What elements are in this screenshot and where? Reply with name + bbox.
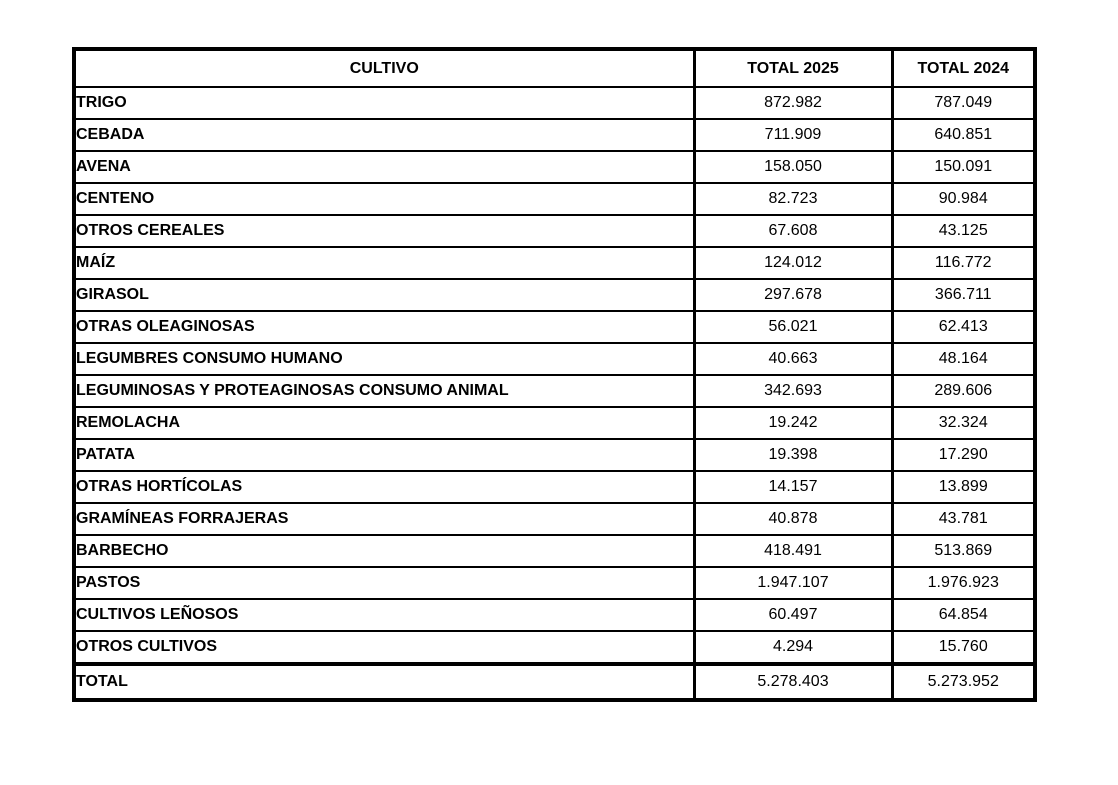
table-row: PASTOS 1.947.107 1.976.923	[72, 566, 1037, 600]
total-2024-cell: 1.976.923	[890, 566, 1037, 600]
column-header-cultivo: CULTIVO	[72, 48, 696, 88]
total-2025-cell: 19.398	[692, 438, 894, 472]
table-row: GRAMÍNEAS FORRAJERAS 40.878 43.781	[72, 502, 1037, 536]
total-2025-cell: 82.723	[692, 182, 894, 216]
total-2024-sum-cell: 5.273.952	[890, 662, 1037, 701]
table-row: OTROS CULTIVOS 4.294 15.760	[72, 630, 1037, 665]
total-2024-cell: 289.606	[890, 374, 1037, 408]
total-2025-cell: 14.157	[692, 470, 894, 504]
header-row: CULTIVO TOTAL 2025 TOTAL 2024	[72, 48, 1037, 88]
crop-name-cell: MAÍZ	[72, 246, 696, 280]
total-2025-cell: 60.497	[692, 598, 894, 632]
column-header-total-2024: TOTAL 2024	[890, 48, 1037, 88]
crop-name-cell: GIRASOL	[72, 278, 696, 312]
crop-name-cell: CULTIVOS LEÑOSOS	[72, 598, 696, 632]
table-row: OTRAS OLEAGINOSAS 56.021 62.413	[72, 310, 1037, 344]
total-2024-cell: 116.772	[890, 246, 1037, 280]
table-header: CULTIVO TOTAL 2025 TOTAL 2024	[72, 48, 1037, 88]
crop-name-cell: TRIGO	[72, 86, 696, 120]
crop-name-cell: REMOLACHA	[72, 406, 696, 440]
total-2025-cell: 40.663	[692, 342, 894, 376]
crop-name-cell: LEGUMBRES CONSUMO HUMANO	[72, 342, 696, 376]
total-2024-cell: 62.413	[890, 310, 1037, 344]
crop-name-cell: CENTENO	[72, 182, 696, 216]
table-row: AVENA 158.050 150.091	[72, 150, 1037, 184]
crop-name-cell: CEBADA	[72, 118, 696, 152]
table-row: PATATA 19.398 17.290	[72, 438, 1037, 472]
crop-name-cell: PATATA	[72, 438, 696, 472]
table-body: TRIGO 872.982 787.049 CEBADA 711.909 640…	[72, 86, 1037, 701]
total-2024-cell: 640.851	[890, 118, 1037, 152]
table-row: REMOLACHA 19.242 32.324	[72, 406, 1037, 440]
total-2024-cell: 787.049	[890, 86, 1037, 120]
total-2025-cell: 1.947.107	[692, 566, 894, 600]
total-2025-cell: 297.678	[692, 278, 894, 312]
total-2024-cell: 366.711	[890, 278, 1037, 312]
total-2025-cell: 872.982	[692, 86, 894, 120]
total-2024-cell: 32.324	[890, 406, 1037, 440]
total-2024-cell: 64.854	[890, 598, 1037, 632]
total-2025-cell: 418.491	[692, 534, 894, 568]
total-2025-cell: 67.608	[692, 214, 894, 248]
total-2025-cell: 56.021	[692, 310, 894, 344]
crop-name-cell: OTROS CEREALES	[72, 214, 696, 248]
total-2024-cell: 90.984	[890, 182, 1037, 216]
column-header-total-2025: TOTAL 2025	[692, 48, 894, 88]
crop-name-cell: LEGUMINOSAS Y PROTEAGINOSAS CONSUMO ANIM…	[72, 374, 696, 408]
crop-name-cell: OTRAS HORTÍCOLAS	[72, 470, 696, 504]
table-row: GIRASOL 297.678 366.711	[72, 278, 1037, 312]
crop-name-cell: OTRAS OLEAGINOSAS	[72, 310, 696, 344]
table-row: OTRAS HORTÍCOLAS 14.157 13.899	[72, 470, 1037, 504]
total-2025-cell: 124.012	[692, 246, 894, 280]
total-label-cell: TOTAL	[72, 662, 696, 701]
total-2024-cell: 13.899	[890, 470, 1037, 504]
table-row: CULTIVOS LEÑOSOS 60.497 64.854	[72, 598, 1037, 632]
table-row: OTROS CEREALES 67.608 43.125	[72, 214, 1037, 248]
total-2024-cell: 150.091	[890, 150, 1037, 184]
table-row: TRIGO 872.982 787.049	[72, 86, 1037, 120]
table-row: CEBADA 711.909 640.851	[72, 118, 1037, 152]
crop-name-cell: AVENA	[72, 150, 696, 184]
total-2025-cell: 711.909	[692, 118, 894, 152]
total-2024-cell: 43.781	[890, 502, 1037, 536]
total-2025-cell: 40.878	[692, 502, 894, 536]
table-row: MAÍZ 124.012 116.772	[72, 246, 1037, 280]
total-2024-cell: 15.760	[890, 630, 1037, 665]
total-2025-cell: 19.242	[692, 406, 894, 440]
crop-name-cell: OTROS CULTIVOS	[72, 630, 696, 665]
table-row: BARBECHO 418.491 513.869	[72, 534, 1037, 568]
crop-name-cell: PASTOS	[72, 566, 696, 600]
table-row: LEGUMINOSAS Y PROTEAGINOSAS CONSUMO ANIM…	[72, 374, 1037, 408]
crops-table-container: CULTIVO TOTAL 2025 TOTAL 2024 TRIGO 872.…	[72, 47, 1037, 702]
total-2025-cell: 342.693	[692, 374, 894, 408]
crop-name-cell: BARBECHO	[72, 534, 696, 568]
total-2025-sum-cell: 5.278.403	[692, 662, 894, 701]
total-2024-cell: 17.290	[890, 438, 1037, 472]
total-2025-cell: 158.050	[692, 150, 894, 184]
table-row: LEGUMBRES CONSUMO HUMANO 40.663 48.164	[72, 342, 1037, 376]
table-row: CENTENO 82.723 90.984	[72, 182, 1037, 216]
crops-area-table: CULTIVO TOTAL 2025 TOTAL 2024 TRIGO 872.…	[72, 47, 1037, 702]
total-2024-cell: 48.164	[890, 342, 1037, 376]
total-row: TOTAL 5.278.403 5.273.952	[72, 662, 1037, 701]
total-2024-cell: 513.869	[890, 534, 1037, 568]
total-2025-cell: 4.294	[692, 630, 894, 665]
crop-name-cell: GRAMÍNEAS FORRAJERAS	[72, 502, 696, 536]
total-2024-cell: 43.125	[890, 214, 1037, 248]
